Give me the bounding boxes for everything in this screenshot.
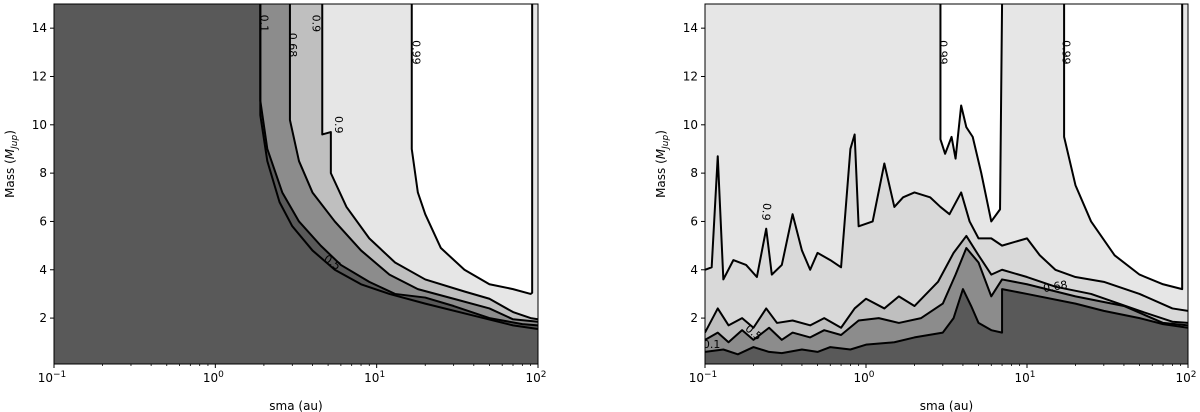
- y-tick-label: 4: [39, 263, 47, 277]
- contour-label: 0.68: [1042, 278, 1068, 295]
- y-tick-label: 12: [683, 69, 698, 83]
- region-below-0.1: [54, 4, 538, 364]
- x-tick-label: 101: [1014, 370, 1035, 385]
- plot-area: 0.10.680.90.90.990.5: [54, 4, 538, 364]
- x-tick-label: 10−1: [689, 370, 718, 385]
- x-axis-label: sma (au): [920, 399, 973, 412]
- y-tick-label: 6: [39, 214, 47, 228]
- y-tick-label: 8: [690, 166, 698, 180]
- contour-label: 0.99: [1060, 40, 1073, 64]
- y-tick-label: 2: [690, 311, 698, 325]
- contour-line-0.5: [259, 4, 538, 327]
- contour-label: 0.9: [309, 15, 322, 32]
- contour-line-0.99-0: [939, 4, 1004, 223]
- x-tick-label: 102: [525, 370, 546, 385]
- y-tick-label: 4: [690, 263, 698, 277]
- y-tick-label: 2: [39, 311, 47, 325]
- contour-label: 0.99: [409, 40, 422, 64]
- y-tick-label: 6: [690, 214, 698, 228]
- contour-label: 0.1: [257, 15, 270, 32]
- y-tick-label: 8: [39, 166, 47, 180]
- contour-line-0.68: [705, 234, 1188, 334]
- contour-line-0.9: [321, 4, 538, 321]
- region-above-0.99-0: [940, 4, 1003, 222]
- plot-frame: [53, 3, 539, 365]
- contour-line-0.68: [288, 4, 538, 323]
- y-tick-label: 14: [683, 21, 698, 35]
- region-above-0.99-1: [1064, 4, 1183, 290]
- x-tick-label: 101: [364, 370, 385, 385]
- contour-line-0.1: [705, 288, 1188, 356]
- region-below-0.1: [705, 289, 1188, 364]
- y-tick-label: 10: [683, 118, 698, 132]
- y-axis-label: Mass (MJup): [654, 130, 671, 198]
- contour-label: 0.9: [759, 203, 773, 222]
- region-above-0.99: [411, 4, 533, 294]
- x-axis-label: sma (au): [269, 399, 322, 412]
- plot-area: 0.99 0.990.90.680.10.5: [703, 4, 1188, 364]
- y-tick-label: 12: [32, 69, 47, 83]
- contour-line-0.99-1: [1063, 4, 1184, 291]
- contour-label: 0.1: [703, 338, 721, 351]
- contour-line-0.1: [259, 4, 538, 330]
- x-tick-label: 10−1: [38, 370, 67, 385]
- x-tick-label: 100: [203, 370, 224, 385]
- y-tick-label: 10: [32, 118, 47, 132]
- plot-frame: [704, 3, 1189, 365]
- contour-label: 0.99: [936, 40, 949, 64]
- y-tick-label: 14: [32, 21, 47, 35]
- contour-line-0.5: [705, 247, 1188, 344]
- y-axis-label: Mass (MJup): [3, 130, 20, 198]
- contour-label: 0.68: [286, 33, 299, 58]
- contour-label: 0.9: [332, 116, 345, 133]
- x-tick-label: 100: [853, 370, 874, 385]
- x-tick-label: 102: [1175, 370, 1196, 385]
- contour-line-0.99: [410, 4, 534, 295]
- contour-line-0.9: [705, 133, 1188, 312]
